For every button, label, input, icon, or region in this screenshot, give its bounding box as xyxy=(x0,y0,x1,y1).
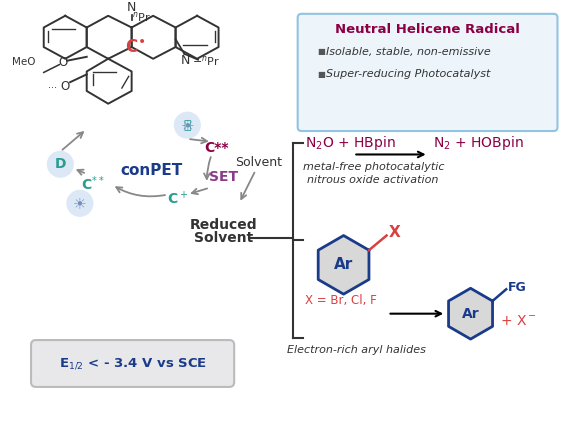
Text: + X$^-$: + X$^-$ xyxy=(500,314,537,328)
Text: D: D xyxy=(55,157,66,171)
Text: O: O xyxy=(61,80,70,92)
Text: X = Br, Cl, F: X = Br, Cl, F xyxy=(304,294,376,308)
Text: C$^+$: C$^+$ xyxy=(167,190,188,207)
Text: Isolable, stable, non-emissive: Isolable, stable, non-emissive xyxy=(326,47,491,57)
Text: N$_2$ + HOBpin: N$_2$ + HOBpin xyxy=(433,134,524,152)
Text: N: N xyxy=(181,54,190,67)
Text: Ar: Ar xyxy=(462,307,479,321)
Text: C**: C** xyxy=(204,141,229,155)
Circle shape xyxy=(174,112,200,138)
Text: $^n$Pr: $^n$Pr xyxy=(132,10,151,24)
Text: MeO: MeO xyxy=(12,57,36,67)
FancyBboxPatch shape xyxy=(298,14,557,131)
Text: ☀: ☀ xyxy=(73,196,87,211)
Polygon shape xyxy=(87,16,132,59)
Text: Solvent: Solvent xyxy=(235,156,282,169)
Text: ■: ■ xyxy=(317,47,325,56)
Text: C: C xyxy=(126,38,138,56)
Text: 💡: 💡 xyxy=(183,119,191,132)
Text: conPET: conPET xyxy=(120,163,182,178)
Text: Reduced: Reduced xyxy=(190,218,257,232)
Text: C$^{**}$: C$^{**}$ xyxy=(81,175,105,193)
Text: FG: FG xyxy=(508,281,527,294)
Text: ■: ■ xyxy=(317,70,325,79)
Text: O: O xyxy=(59,56,68,69)
Text: nitrous oxide activation: nitrous oxide activation xyxy=(307,175,439,185)
Polygon shape xyxy=(44,16,87,59)
Text: $-^n$Pr: $-^n$Pr xyxy=(192,54,220,68)
Polygon shape xyxy=(87,59,132,104)
Text: X: X xyxy=(389,225,400,240)
Polygon shape xyxy=(318,236,369,294)
Polygon shape xyxy=(449,288,492,339)
Text: SET: SET xyxy=(209,170,238,184)
FancyBboxPatch shape xyxy=(31,340,234,387)
Text: Electron-rich aryl halides: Electron-rich aryl halides xyxy=(287,345,425,355)
Text: Ar: Ar xyxy=(334,257,353,272)
Text: N: N xyxy=(127,1,136,14)
Circle shape xyxy=(67,190,93,216)
Circle shape xyxy=(48,152,73,177)
Polygon shape xyxy=(176,16,219,59)
Text: E$_{1/2}$ < - 3.4 V vs SCE: E$_{1/2}$ < - 3.4 V vs SCE xyxy=(59,356,207,371)
Text: •: • xyxy=(137,35,146,49)
Polygon shape xyxy=(132,16,176,59)
Text: ...: ... xyxy=(48,80,57,90)
Text: Solvent: Solvent xyxy=(194,231,253,245)
Text: Neutral Helicene Radical: Neutral Helicene Radical xyxy=(335,23,520,36)
Text: metal-free photocatalytic: metal-free photocatalytic xyxy=(303,162,444,172)
Text: N$_2$O + HBpin: N$_2$O + HBpin xyxy=(304,134,395,152)
Text: ☀: ☀ xyxy=(181,118,194,132)
Text: Super-reducing Photocatalyst: Super-reducing Photocatalyst xyxy=(326,69,490,79)
